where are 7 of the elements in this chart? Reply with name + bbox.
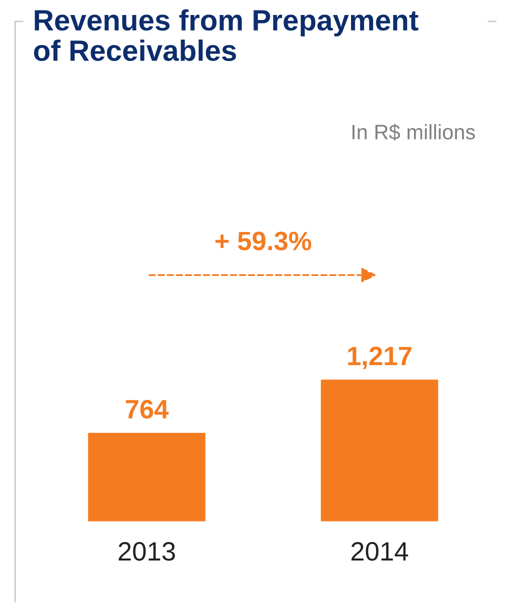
chart-title: Revenues from Prepayment of Receivables xyxy=(34,9,418,61)
data-label: 1,217 xyxy=(348,346,412,370)
x-tick-label: 2013 xyxy=(118,542,175,561)
data-label: 764 xyxy=(126,400,169,419)
x-tick-label: 2014 xyxy=(351,542,408,561)
chart-subtitle: In R$ millions xyxy=(352,124,475,141)
text: + 59.3% xyxy=(215,232,312,250)
